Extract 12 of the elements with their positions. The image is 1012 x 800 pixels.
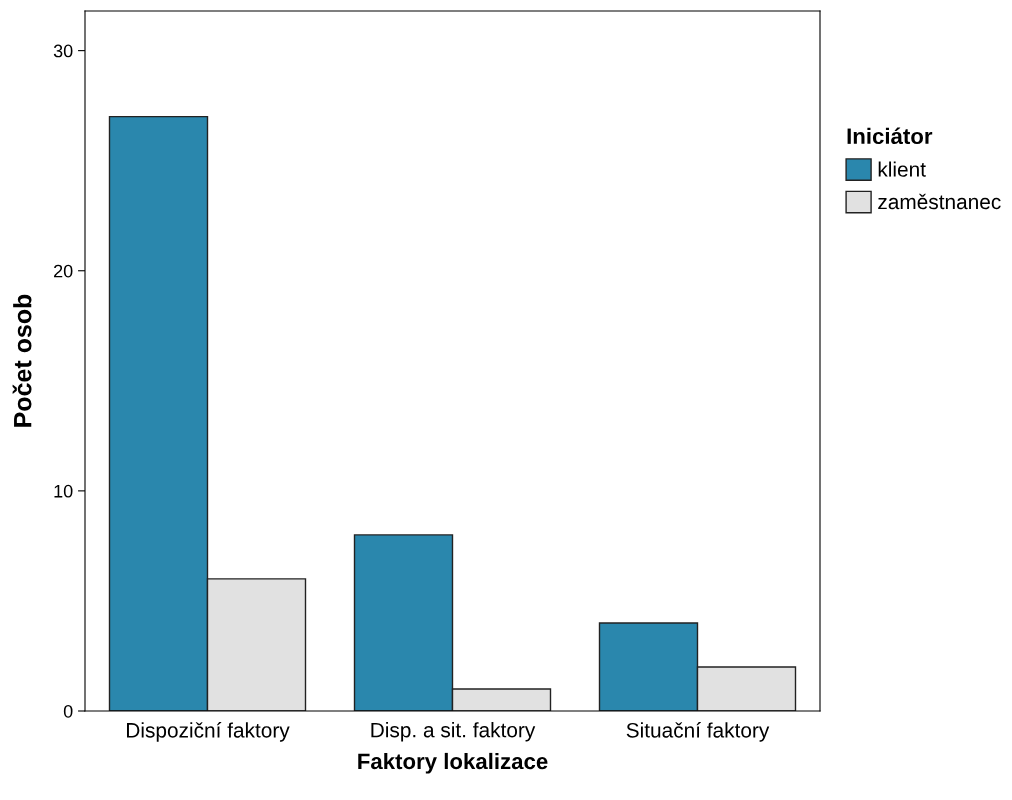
- y-tick-label: 0: [63, 704, 73, 718]
- x-axis-title: Faktory lokalizace: [358, 752, 548, 774]
- legend-title: Iniciátor: [847, 127, 933, 145]
- y-tick-label: 30: [53, 44, 73, 58]
- y-axis-title: Počet osob: [12, 294, 32, 427]
- legend-label: zaměstnanec: [878, 193, 1001, 210]
- x-tick-label: Situační faktory: [626, 722, 770, 742]
- x-tick-label: Disp. a sit. faktory: [371, 722, 536, 742]
- y-tick-label: 20: [54, 264, 73, 278]
- x-tick-label: Dispoziční faktory: [127, 722, 290, 742]
- legend-label: klient: [878, 161, 926, 177]
- y-tick-label: 10: [54, 484, 73, 498]
